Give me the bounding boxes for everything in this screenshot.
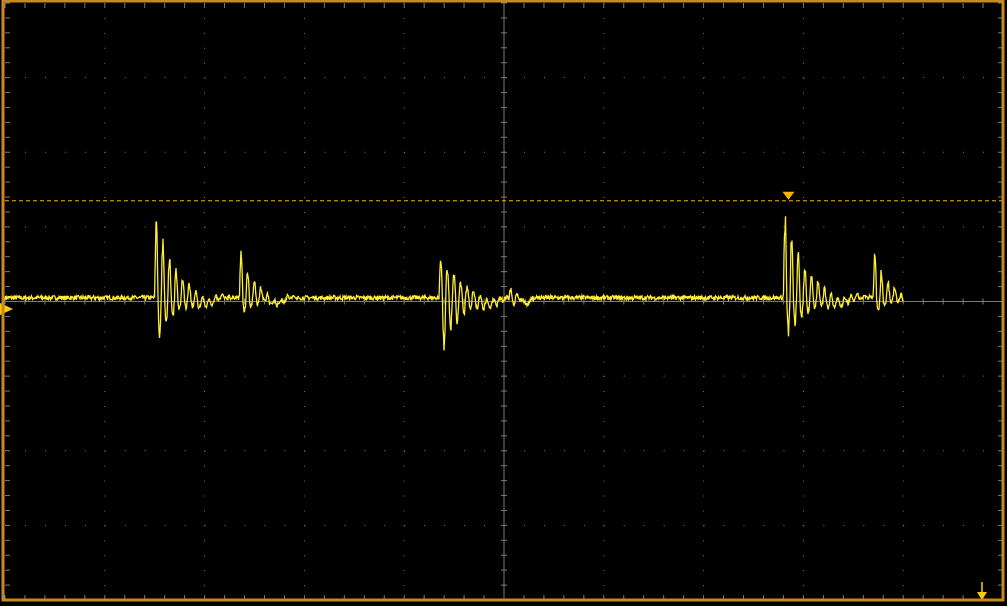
trigger-position-marker-icon	[782, 191, 795, 200]
channel-1-trace	[4, 216, 904, 351]
trigger-level-arrow-icon	[977, 592, 987, 600]
